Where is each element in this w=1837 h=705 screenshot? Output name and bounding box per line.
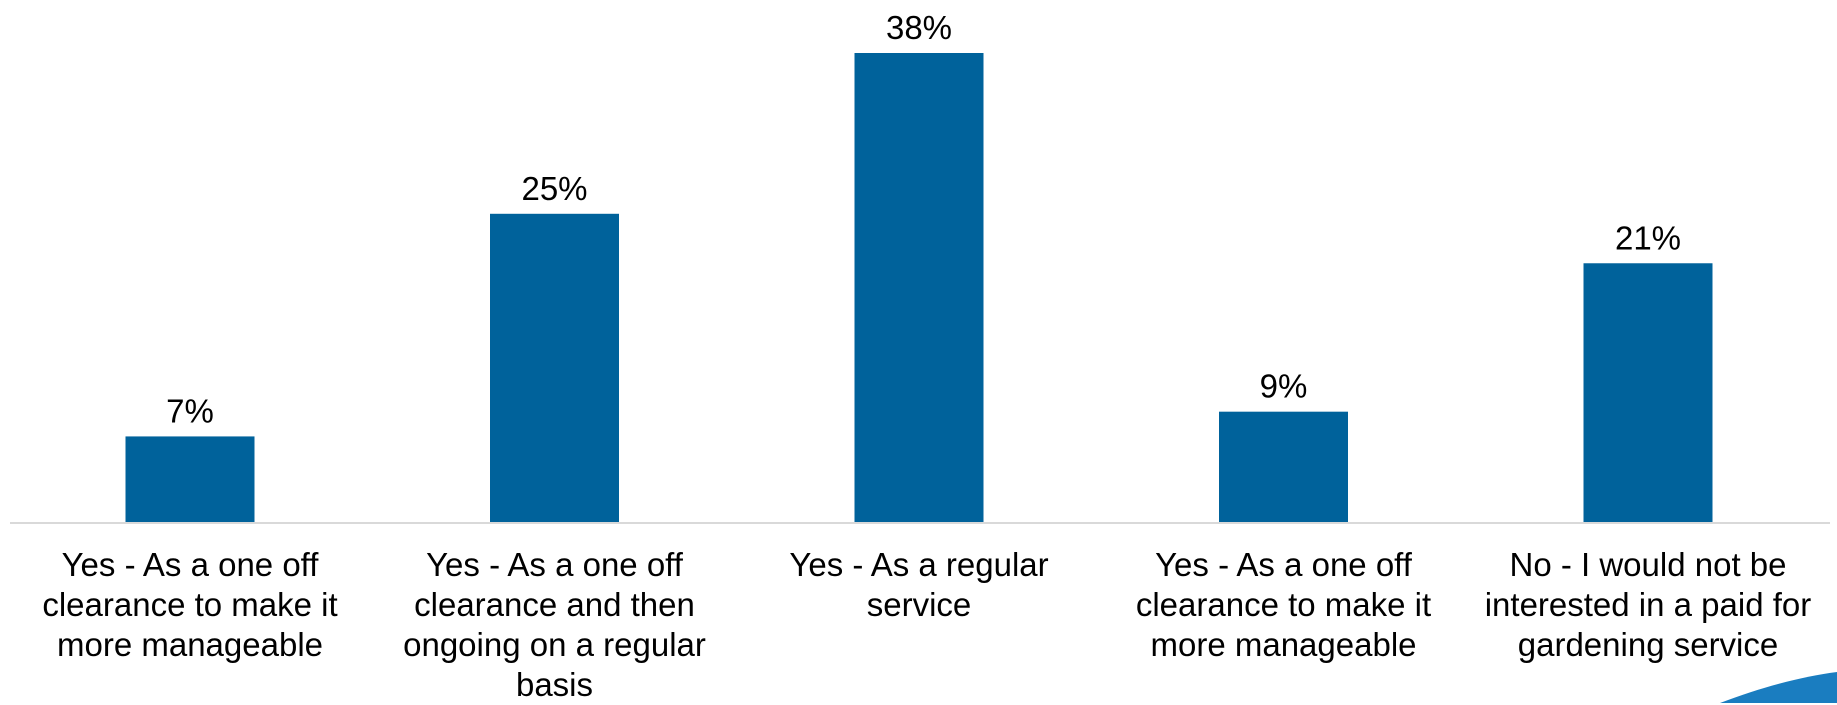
- category-label-line: service: [866, 586, 972, 623]
- value-label-1: 7%: [166, 392, 214, 429]
- value-label-4: 9%: [1260, 368, 1308, 405]
- category-label-line: interested in a paid for: [1484, 586, 1812, 623]
- category-label-line: No - I would not be: [1509, 546, 1787, 583]
- bar-2: [490, 213, 619, 523]
- value-label-3: 38%: [886, 9, 952, 46]
- bar-3: [854, 53, 984, 523]
- category-label-line: Yes - As a regular: [789, 546, 1049, 583]
- category-label-line: clearance to make it: [42, 586, 338, 623]
- value-label-2: 25%: [521, 170, 587, 207]
- bar-4: [1219, 411, 1348, 523]
- category-label-line: Yes - As a one off: [1155, 546, 1412, 583]
- category-label-line: Yes - As a one off: [61, 546, 319, 583]
- category-label-1: Yes - As a one off clearance to make it mo…: [20, 545, 360, 665]
- category-label-line: Yes - As a one off: [426, 546, 683, 583]
- category-label-line: clearance to make it: [1135, 586, 1432, 623]
- category-label-3: Yes - As a regular service: [749, 545, 1089, 625]
- category-label-line: gardening service: [1517, 626, 1779, 663]
- category-label-line: clearance and then: [414, 586, 695, 623]
- category-label-4: Yes - As a one off clearance to make it mo…: [1114, 545, 1454, 665]
- bars-group: [125, 53, 1713, 523]
- bar-1: [125, 436, 255, 523]
- corner-accent-shape: [1720, 672, 1837, 703]
- category-label-line: basis: [515, 666, 594, 703]
- category-label-line: ongoing on a regular: [403, 626, 706, 663]
- bar-5: [1583, 263, 1713, 523]
- category-label-5: No - I would not be interested in a paid …: [1478, 545, 1818, 665]
- category-label-line: more manageable: [1150, 626, 1417, 663]
- category-label-2: Yes - As a one off clearance and then ongo…: [385, 545, 725, 705]
- value-labels-group: 7% 25% 38% 9% 21%: [166, 9, 1681, 429]
- value-label-5: 21%: [1615, 219, 1681, 256]
- category-label-line: more manageable: [57, 626, 323, 663]
